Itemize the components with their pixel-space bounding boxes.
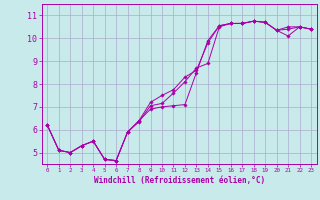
X-axis label: Windchill (Refroidissement éolien,°C): Windchill (Refroidissement éolien,°C) <box>94 176 265 185</box>
